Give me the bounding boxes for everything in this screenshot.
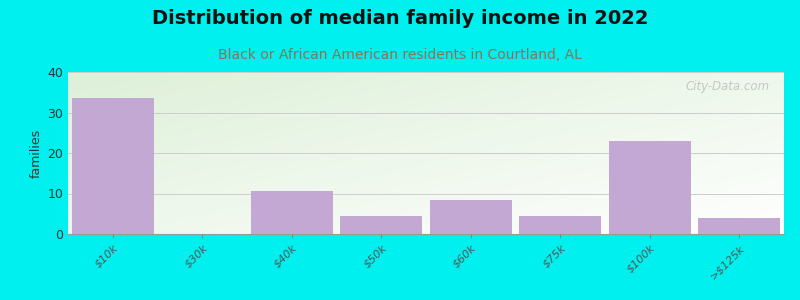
Y-axis label: families: families: [30, 128, 43, 178]
Text: City-Data.com: City-Data.com: [686, 80, 770, 93]
Text: Distribution of median family income in 2022: Distribution of median family income in …: [152, 9, 648, 28]
Bar: [609, 141, 691, 234]
Bar: [71, 98, 154, 234]
Text: Black or African American residents in Courtland, AL: Black or African American residents in C…: [218, 48, 582, 62]
Bar: [430, 200, 512, 234]
Bar: [698, 218, 781, 234]
Bar: [340, 216, 422, 234]
Bar: [519, 216, 602, 234]
Bar: [250, 191, 333, 234]
